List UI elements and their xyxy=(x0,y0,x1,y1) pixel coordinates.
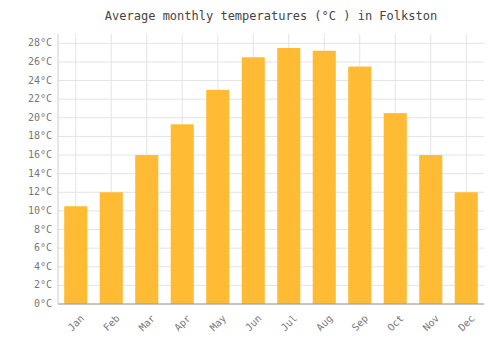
x-tick-label: Jul xyxy=(279,313,300,334)
y-tick-label: 14°C xyxy=(28,168,52,179)
bar xyxy=(277,48,300,304)
bar xyxy=(64,206,87,304)
y-tick-label: 8°C xyxy=(34,224,52,235)
x-tick-label: Nov xyxy=(421,313,442,334)
x-tick-label: Jun xyxy=(243,313,264,334)
y-grid-line xyxy=(58,117,484,118)
bar xyxy=(135,155,158,304)
chart-title: Average monthly temperatures (°C ) in Fo… xyxy=(105,9,437,23)
chart-container: 0°C 2°C 4°C 6°C 8°C 10°C 12°C 14°C 16°C 18°C 20°C 2… xyxy=(0,0,500,350)
y-tick-label: 22°C xyxy=(28,93,52,104)
x-tick-labels: Jan Feb Mar Apr May Jun Jul Aug Sep Oct Nov Dec xyxy=(66,313,477,334)
y-tick-label: 0°C xyxy=(34,298,52,309)
y-grid-line xyxy=(58,61,484,62)
y-tick-label: 6°C xyxy=(34,242,52,253)
x-axis-line xyxy=(58,304,484,305)
y-tick-label: 26°C xyxy=(28,56,52,67)
y-tick-label: 28°C xyxy=(28,37,52,48)
y-tick-labels: 0°C 2°C 4°C 6°C 8°C 10°C 12°C 14°C 16°C 18°C 20°C 2… xyxy=(28,37,52,309)
y-grid-line xyxy=(58,136,484,137)
y-grid-line xyxy=(58,80,484,81)
bar xyxy=(348,67,371,304)
bar xyxy=(171,124,194,304)
x-tick-label: Dec xyxy=(456,313,477,334)
bar xyxy=(100,192,123,304)
x-tick-label: Mar xyxy=(137,313,158,334)
y-tick-label: 20°C xyxy=(28,112,52,123)
y-grid-line xyxy=(58,304,484,305)
y-grid-line xyxy=(58,99,484,100)
y-axis-line xyxy=(58,34,59,304)
y-tick-label: 12°C xyxy=(28,186,52,197)
x-tick-label: May xyxy=(208,313,229,334)
y-tick-label: 24°C xyxy=(28,75,52,86)
x-tick-label: Apr xyxy=(172,313,193,334)
grid xyxy=(58,34,484,304)
bars xyxy=(64,48,478,304)
bar xyxy=(384,113,407,304)
y-tick-label: 2°C xyxy=(34,279,52,290)
x-tick-label: Oct xyxy=(385,313,406,334)
y-tick-label: 4°C xyxy=(34,261,52,272)
bar xyxy=(242,57,265,304)
bar xyxy=(455,192,478,304)
y-tick-label: 10°C xyxy=(28,205,52,216)
bar xyxy=(313,51,336,304)
y-tick-label: 18°C xyxy=(28,130,52,141)
bar xyxy=(419,155,442,304)
x-tick-label: Sep xyxy=(350,313,371,334)
chart-svg: 0°C 2°C 4°C 6°C 8°C 10°C 12°C 14°C 16°C 18°C 20°C 2… xyxy=(0,0,500,350)
bar xyxy=(206,90,229,304)
y-tick-label: 16°C xyxy=(28,149,52,160)
x-tick-label: Jan xyxy=(66,313,87,334)
x-tick-label: Aug xyxy=(314,313,335,334)
y-grid-line xyxy=(58,43,484,44)
x-tick-label: Feb xyxy=(101,313,122,334)
